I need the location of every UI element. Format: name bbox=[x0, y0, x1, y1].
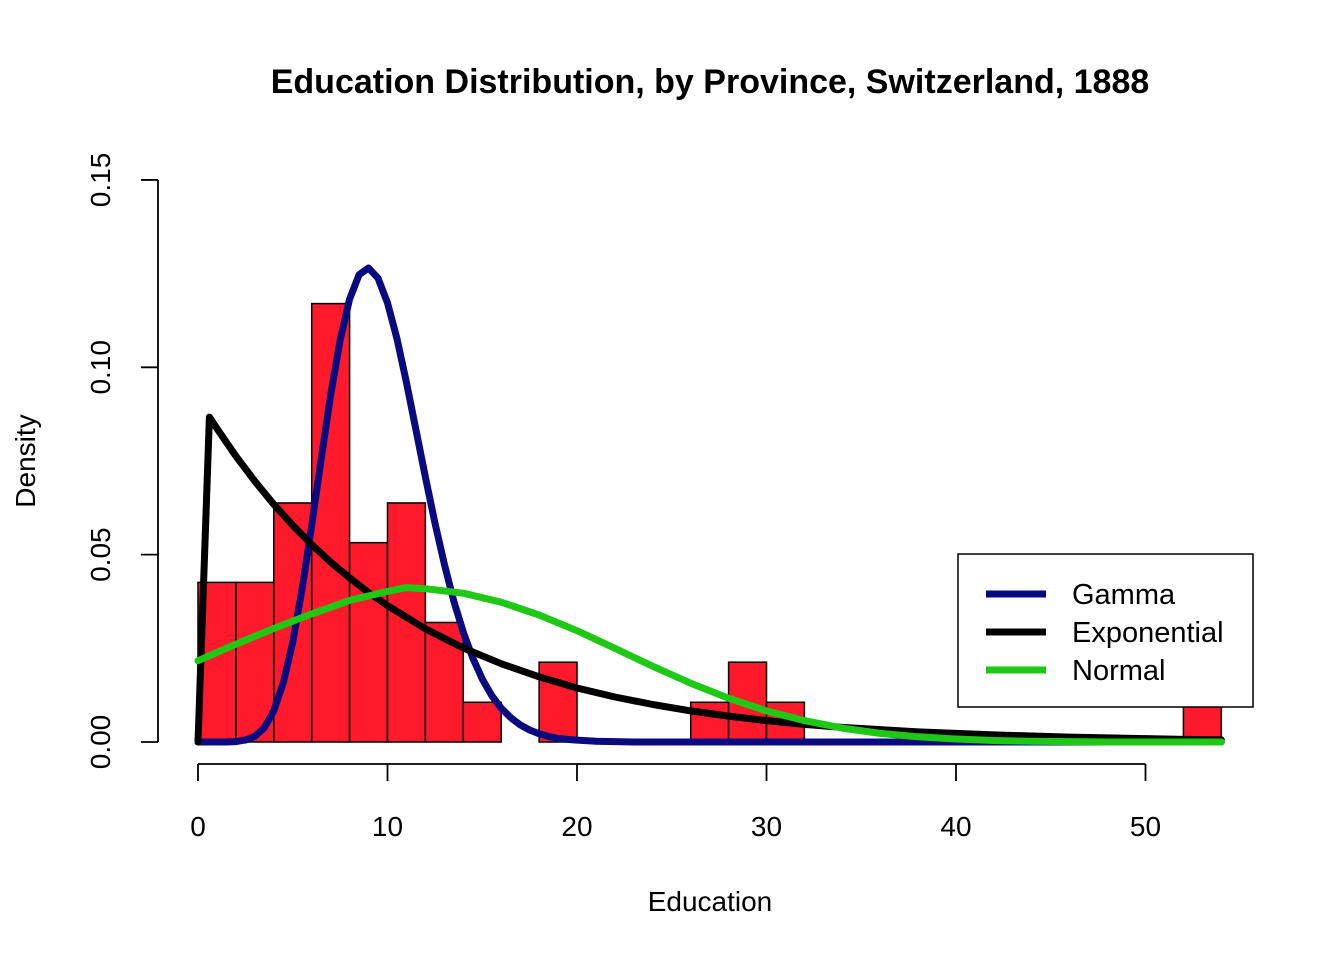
x-tick-label-50: 50 bbox=[1130, 811, 1161, 842]
y-axis-label: Density bbox=[10, 414, 41, 507]
legend-label-exponential: Exponential bbox=[1072, 617, 1224, 649]
y-tick-label-1: 0.05 bbox=[85, 527, 116, 582]
x-axis-label: Education bbox=[648, 886, 773, 917]
histogram-bar-9 bbox=[538, 661, 578, 743]
histogram-bar-7 bbox=[462, 701, 502, 743]
histogram-bar-4 bbox=[348, 541, 389, 743]
y-tick-label-3: 0.15 bbox=[85, 153, 116, 208]
x-tick-label-20: 20 bbox=[561, 811, 592, 842]
histogram-bars bbox=[197, 302, 1223, 743]
x-tick-label-40: 40 bbox=[940, 811, 971, 842]
series-line-gamma bbox=[194, 264, 1225, 746]
x-tick-label-0: 0 bbox=[190, 811, 206, 842]
legend-label-normal: Normal bbox=[1072, 655, 1165, 687]
y-tick-label-2: 0.10 bbox=[85, 340, 116, 395]
y-axis: 0.00 0.05 0.10 0.15 bbox=[85, 153, 159, 770]
series-line-normal bbox=[194, 584, 1225, 746]
x-tick-label-10: 10 bbox=[372, 811, 403, 842]
series-line-exponential bbox=[194, 413, 1225, 746]
y-tick-label-0: 0.00 bbox=[85, 715, 116, 770]
density-curves bbox=[194, 264, 1225, 746]
legend-label-gamma: Gamma bbox=[1072, 579, 1176, 611]
x-axis: 0 10 20 30 40 50 bbox=[190, 763, 1161, 842]
chart-title: Education Distribution, by Province, Swi… bbox=[271, 63, 1150, 101]
x-tick-label-30: 30 bbox=[751, 811, 782, 842]
legend: Gamma Exponential Normal bbox=[957, 553, 1254, 708]
histogram-bar-3 bbox=[310, 302, 351, 743]
